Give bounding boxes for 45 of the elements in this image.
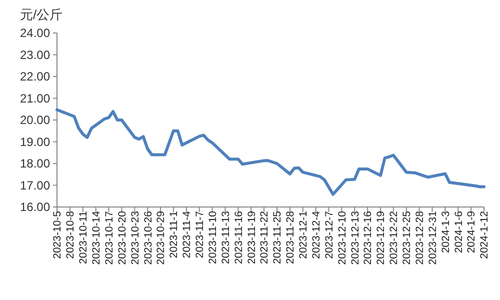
x-tick-label: 2023-10-26 (142, 210, 154, 265)
x-tick-label: 2023-10-8 (64, 210, 77, 259)
y-tick-label: 23.00 (20, 48, 50, 62)
y-tick-label: 19.00 (20, 134, 50, 149)
x-tick-label: 2023-12-22 (388, 210, 400, 265)
x-tick-label: 2023-12-4 (310, 210, 322, 259)
x-tick-label: 2023-12-13 (349, 210, 362, 265)
x-tick-label: 2023-12-10 (336, 210, 348, 265)
x-tick-label: 2023-11-7 (194, 210, 206, 258)
y-tick-label: 21.00 (20, 91, 50, 106)
x-tick-label: 2024-1-12 (478, 210, 491, 259)
x-tick-label: 2023-12-16 (362, 210, 374, 265)
y-tick-label: 22.00 (20, 70, 50, 84)
x-tick-label: 2023-12-31 (426, 210, 439, 265)
x-tick-label: 2023-11-19 (246, 210, 258, 264)
x-tick-label: 2024-1-9 (466, 210, 478, 254)
line-series (56, 108, 486, 196)
x-tick-label: 2023-11-10 (206, 210, 219, 264)
x-tick-label: 2023-12-1 (298, 210, 310, 259)
x-tick-label: 2023-12-7 (323, 210, 336, 259)
x-tick-label: 2023-10-20 (116, 210, 128, 265)
y-tick-label: 18.00 (20, 156, 50, 171)
y-axis-title: 元/公斤 (20, 7, 63, 22)
x-tick-label: 2023-10-14 (90, 210, 102, 265)
x-tick-label: 2023-11-28 (284, 210, 297, 264)
x-tick-label: 2023-10-29 (155, 210, 168, 265)
x-tick-label: 2023-10-17 (103, 210, 116, 265)
x-tick-label: 2023-11-13 (220, 210, 232, 264)
x-tick-label: 2023-12-25 (401, 210, 414, 265)
y-tick-label: 24.00 (20, 26, 50, 40)
x-tick-label: 2024-1-3 (440, 210, 452, 254)
y-tick-label: 17.00 (20, 178, 50, 192)
x-tick-label: 2023-12-19 (375, 210, 388, 265)
x-tick-label: 2024-1-6 (452, 210, 465, 254)
x-tick-label: 2023-10-5 (52, 210, 64, 259)
x-tick-label: 2023-10-23 (129, 210, 142, 265)
x-tick-label: 2023-11-22 (258, 210, 271, 264)
x-tick-label: 2023-11-4 (181, 210, 194, 258)
y-tick-label: 20.00 (20, 113, 50, 128)
x-tick-label: 2023-11-25 (272, 210, 284, 264)
y-tick-label: 16.00 (20, 200, 50, 214)
x-tick-label: 2023-11-1 (168, 210, 180, 258)
x-tick-label: 2023-12-28 (414, 210, 426, 265)
x-tick-label: 2023-11-16 (232, 210, 245, 264)
x-tick-label: 2023-10-11 (78, 210, 90, 264)
